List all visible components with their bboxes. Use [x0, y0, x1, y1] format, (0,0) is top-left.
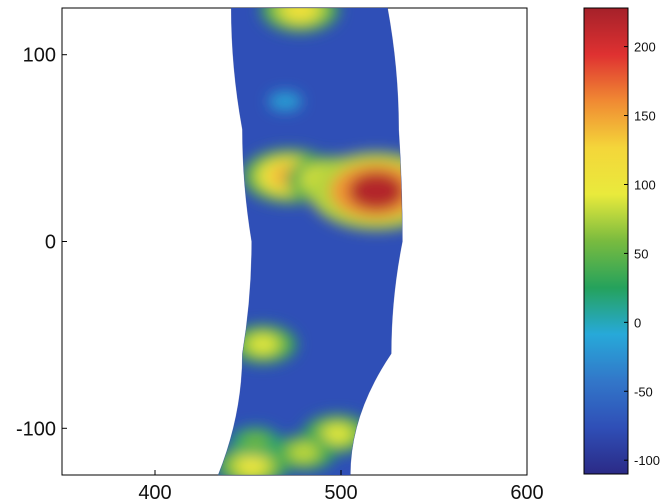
x-tick-label: 600 [510, 482, 543, 504]
colorbar-tick-label: -50 [634, 384, 653, 399]
data-region-outline [217, 7, 403, 476]
hotspot-core [290, 443, 318, 462]
x-tick-label: 500 [324, 482, 357, 504]
hotspot-core [348, 171, 403, 211]
colorbar-tick-label: -100 [634, 453, 660, 468]
plot-area [61, 7, 528, 476]
colorbar: 200 150 100 50 0 -50 -100 [583, 7, 660, 475]
x-tick-label: 400 [138, 482, 171, 504]
hotspot-layer [218, 8, 403, 475]
colorbar-tick-label: 150 [634, 109, 656, 124]
colorbar-tick-label: 0 [634, 315, 641, 330]
hotspot-core [236, 455, 268, 475]
y-axis: 100 0 -100 [16, 45, 67, 440]
colorbar-tick-label: 100 [634, 177, 656, 192]
colorbar-tick-label: 50 [634, 246, 648, 261]
y-tick-label: 0 [45, 232, 56, 254]
hotspot-core [283, 8, 317, 22]
hotspot-core [244, 434, 267, 449]
y-tick-label: 100 [23, 45, 56, 67]
hotspot-core [248, 334, 278, 355]
colorbar-ticks: 200 150 100 50 0 -50 -100 [624, 40, 660, 468]
x-axis: 400 500 600 [138, 470, 544, 504]
hotspot-core [322, 424, 352, 444]
colorbar-tick-label: 200 [634, 40, 656, 55]
colorbar-gradient [583, 7, 629, 475]
hotspot-core [278, 96, 293, 107]
y-tick-label: -100 [16, 418, 56, 440]
